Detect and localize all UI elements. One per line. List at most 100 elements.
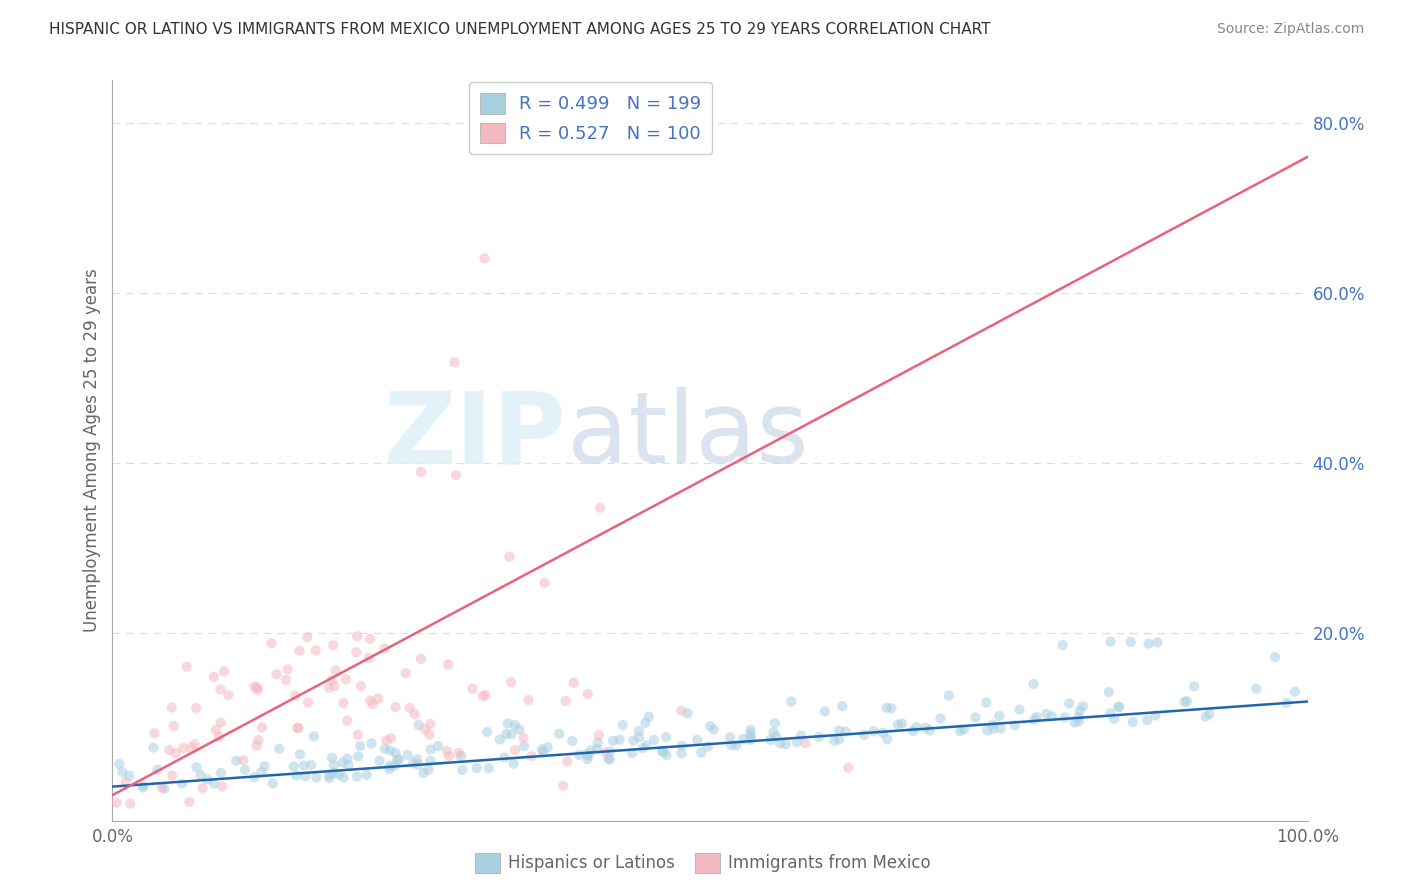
Point <box>1119 635 1142 649</box>
Point <box>509 723 531 737</box>
Point <box>823 733 845 747</box>
Point <box>132 779 155 793</box>
Point <box>575 747 598 762</box>
Point <box>165 746 187 760</box>
Point <box>347 728 370 742</box>
Point <box>655 747 678 762</box>
Point <box>411 465 433 479</box>
Point <box>253 759 276 773</box>
Point <box>183 737 205 751</box>
Point <box>1175 694 1198 708</box>
Point <box>1244 681 1267 696</box>
Point <box>191 780 214 795</box>
Point <box>763 716 786 731</box>
Point <box>651 744 673 758</box>
Point <box>378 763 401 777</box>
Point <box>347 749 370 764</box>
Point <box>205 723 228 737</box>
Point <box>503 743 526 757</box>
Point <box>643 733 665 747</box>
Point <box>427 739 450 753</box>
Point <box>627 723 650 738</box>
Point <box>1098 685 1121 699</box>
Point <box>474 252 496 266</box>
Point <box>179 795 201 809</box>
Point <box>246 683 269 698</box>
Point <box>876 732 898 747</box>
Point <box>444 468 467 483</box>
Point <box>1137 637 1160 651</box>
Point <box>1040 709 1063 723</box>
Point <box>243 770 266 784</box>
Point <box>496 716 519 731</box>
Point <box>350 679 373 693</box>
Point <box>387 753 409 767</box>
Point <box>595 746 617 760</box>
Point <box>990 722 1012 736</box>
Point <box>769 737 792 751</box>
Point <box>114 775 136 789</box>
Point <box>285 768 308 782</box>
Point <box>501 727 523 741</box>
Point <box>471 689 494 703</box>
Legend: Hispanics or Latinos, Immigrants from Mexico: Hispanics or Latinos, Immigrants from Me… <box>468 847 938 880</box>
Point <box>478 761 501 775</box>
Point <box>233 763 256 777</box>
Point <box>266 667 288 681</box>
Point <box>449 746 471 760</box>
Point <box>512 731 534 745</box>
Point <box>718 731 741 745</box>
Point <box>299 758 322 772</box>
Point <box>1022 677 1045 691</box>
Point <box>495 727 517 741</box>
Point <box>1136 714 1159 728</box>
Point <box>398 701 420 715</box>
Point <box>332 756 354 770</box>
Point <box>520 749 543 764</box>
Point <box>759 733 782 747</box>
Point <box>321 673 343 688</box>
Point <box>373 641 395 656</box>
Point <box>337 758 360 772</box>
Point <box>419 754 441 768</box>
Point <box>1264 650 1286 665</box>
Point <box>150 780 173 795</box>
Point <box>461 681 484 696</box>
Point <box>576 687 599 701</box>
Point <box>835 724 858 739</box>
Point <box>724 739 747 753</box>
Point <box>589 500 612 515</box>
Point <box>384 700 406 714</box>
Point <box>561 734 583 748</box>
Point <box>1275 696 1298 710</box>
Point <box>929 711 952 725</box>
Point <box>1035 706 1057 721</box>
Point <box>332 771 354 785</box>
Point <box>225 754 247 768</box>
Text: HISPANIC OR LATINO VS IMMIGRANTS FROM MEXICO UNEMPLOYMENT AMONG AGES 25 TO 29 YE: HISPANIC OR LATINO VS IMMIGRANTS FROM ME… <box>49 22 991 37</box>
Point <box>1182 679 1205 693</box>
Point <box>598 751 620 765</box>
Point <box>118 769 141 783</box>
Point <box>120 797 142 811</box>
Point <box>294 769 316 783</box>
Point <box>245 739 267 753</box>
Point <box>202 777 225 791</box>
Point <box>568 747 591 762</box>
Point <box>938 689 960 703</box>
Point <box>623 733 645 747</box>
Point <box>901 723 924 738</box>
Point <box>733 732 755 747</box>
Point <box>1173 695 1195 709</box>
Point <box>186 760 208 774</box>
Point <box>321 751 343 765</box>
Point <box>318 768 340 782</box>
Point <box>356 768 378 782</box>
Point <box>981 717 1004 731</box>
Point <box>517 693 540 707</box>
Point <box>537 740 560 755</box>
Point <box>170 777 193 791</box>
Point <box>740 726 762 740</box>
Point <box>388 752 411 766</box>
Point <box>418 763 440 777</box>
